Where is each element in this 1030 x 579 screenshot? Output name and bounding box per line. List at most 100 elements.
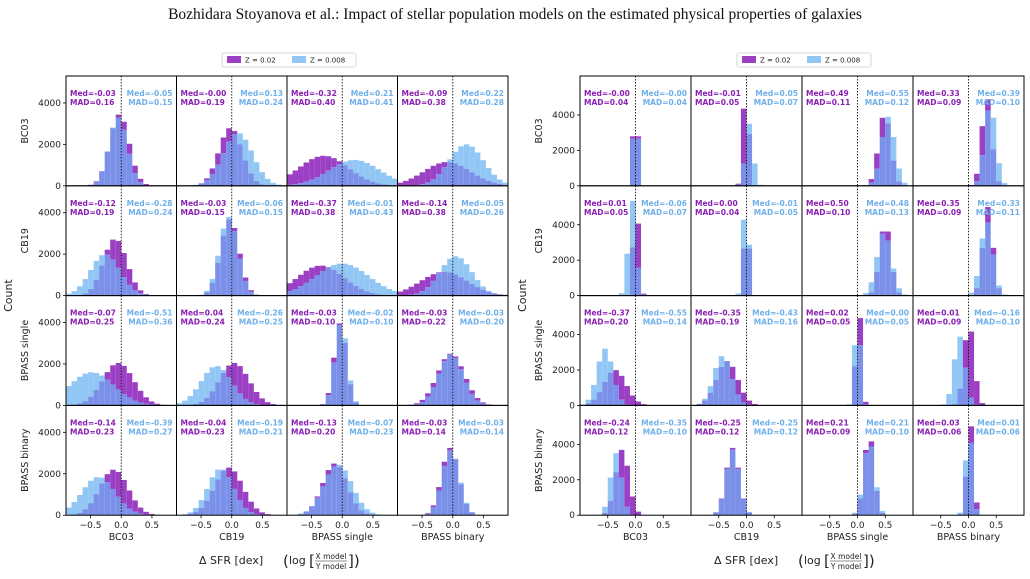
bar-overlap: [237, 144, 243, 186]
bar-z2: [253, 162, 260, 182]
bar-overlap: [226, 377, 232, 406]
bar-z2: [347, 481, 354, 493]
stat-med-z1: Med=-0.14: [402, 199, 448, 208]
bar-z2: [331, 265, 337, 271]
ytick-label: 2000: [552, 146, 575, 156]
bar-z2: [275, 184, 282, 186]
bar-overlap: [375, 294, 381, 296]
stat-mad-z1: MAD=0.05: [806, 318, 850, 327]
bar-overlap: [309, 279, 315, 296]
bar-overlap: [885, 123, 891, 186]
legend-box: [221, 52, 357, 68]
xtick-label: 0.5: [255, 521, 269, 531]
stat-med-z2: Med=0.39: [977, 89, 1020, 98]
bar-overlap: [863, 404, 869, 406]
bar-z2: [88, 372, 94, 397]
bar-z2: [480, 160, 486, 179]
bar-overlap: [248, 291, 254, 296]
bar-overlap: [425, 182, 431, 186]
stat-mad-z1: MAD=0.15: [181, 208, 225, 217]
bar-overlap: [331, 167, 337, 186]
bar-z1: [618, 375, 625, 400]
stat-med-z2: Med=-0.06: [641, 199, 687, 208]
bar-z2: [391, 178, 398, 186]
bar-overlap: [485, 291, 492, 296]
stat-mad-z1: MAD=0.09: [917, 318, 961, 327]
bar-z1: [613, 370, 619, 385]
bar-overlap: [342, 165, 348, 186]
bar-overlap: [602, 381, 608, 406]
bar-z1: [121, 253, 127, 278]
bar-z1: [298, 166, 304, 184]
ytick-label: 2000: [552, 366, 575, 376]
stat-med-z1: Med=-0.00: [181, 89, 227, 98]
bar-z1: [309, 159, 315, 180]
stat-med-z2: Med=-0.55: [641, 309, 687, 318]
stat-mad-z2: MAD=0.14: [460, 427, 504, 436]
bars: [66, 469, 166, 516]
bar-overlap: [696, 404, 703, 406]
bar-overlap: [447, 450, 453, 516]
bar-overlap: [364, 291, 370, 296]
bar-z1: [121, 121, 127, 130]
bar-z1: [237, 366, 243, 394]
bar-z2: [347, 265, 354, 283]
bar-overlap: [298, 183, 304, 186]
stat-mad-z2: MAD=0.10: [349, 318, 393, 327]
stat-med-z1: Med=-0.32: [291, 89, 337, 98]
stat-med-z2: Med=0.00: [866, 309, 909, 318]
stat-mad-z1: MAD=0.04: [584, 98, 628, 107]
bar-z2: [237, 133, 243, 145]
ytick-label: 4000: [552, 440, 575, 450]
bar-overlap: [480, 178, 486, 186]
bar-z1: [968, 426, 975, 443]
bar-overlap: [735, 468, 741, 516]
bar-z2: [602, 348, 608, 382]
bar-overlap: [253, 404, 260, 406]
stat-mad-z2: MAD=0.11: [976, 208, 1020, 217]
bar-overlap: [242, 398, 249, 406]
bar-z1: [885, 231, 891, 241]
x-axis-label-num: X model: [316, 552, 347, 561]
bar-z1: [298, 274, 304, 287]
bar-z1: [126, 490, 133, 509]
bar-z1: [248, 501, 254, 513]
bar-z1: [752, 404, 758, 406]
bar-z1: [452, 356, 459, 359]
bar-overlap: [463, 382, 470, 406]
stat-mad-z2: MAD=0.15: [128, 98, 172, 107]
stat-med-z1: Med=-0.03: [291, 309, 337, 318]
bar-z2: [226, 216, 232, 220]
ytick-label: 0: [55, 401, 61, 411]
bar-z1: [143, 397, 149, 404]
stat-med-z1: Med=0.00: [695, 199, 738, 208]
bar-z2: [974, 276, 980, 289]
stat-med-z2: Med=-0.01: [348, 199, 394, 208]
bar-z2: [962, 460, 969, 477]
bar-overlap: [303, 282, 310, 296]
xtick-label: 0.0: [114, 521, 129, 531]
bar-z2: [88, 269, 94, 290]
figure-left: Med=-0.03MAD=0.16Med=-0.05MAD=0.15020004…: [2, 52, 509, 571]
bar-overlap: [740, 163, 747, 186]
bar-overlap: [320, 271, 326, 296]
bar-overlap: [430, 179, 437, 186]
stat-med-z1: Med=-0.37: [291, 199, 337, 208]
stat-med-z1: Med=0.02: [806, 309, 849, 318]
bars: [287, 263, 398, 296]
xtick-label: −0.5: [930, 521, 952, 531]
bar-overlap: [82, 293, 89, 296]
bar-z2: [77, 286, 83, 296]
bar-z1: [863, 449, 869, 454]
bar-overlap: [193, 512, 199, 516]
bar-z2: [369, 165, 376, 182]
bar-z2: [607, 361, 614, 373]
bar-overlap: [303, 181, 310, 186]
bar-overlap: [613, 472, 619, 516]
